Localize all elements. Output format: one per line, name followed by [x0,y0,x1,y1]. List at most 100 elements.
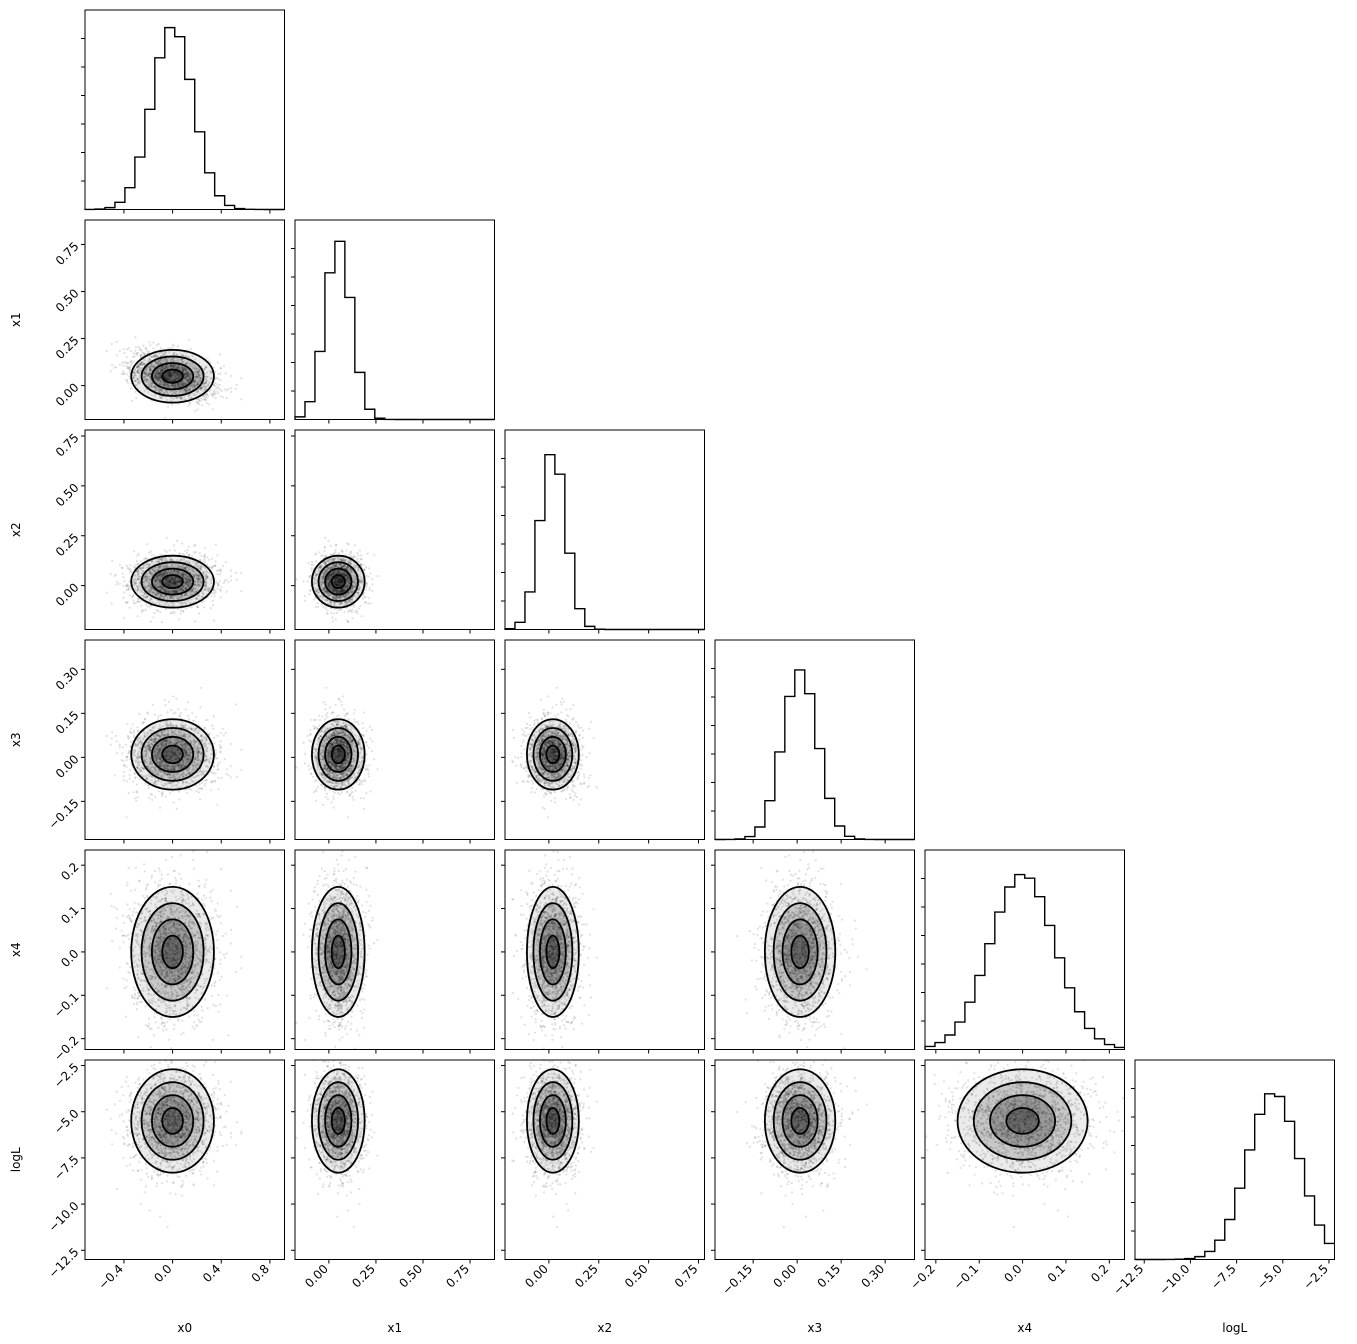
sample-point [345,549,348,552]
sample-point [206,393,209,396]
sample-point [229,569,232,572]
sample-point [225,590,228,594]
sample-point [223,388,226,391]
sample-point [190,555,194,558]
sample-point [208,558,211,561]
sample-point [216,392,219,395]
sample-point [235,383,238,386]
y-tick-label: 0.50 [53,286,82,315]
sample-point [240,572,243,575]
sample-point [187,404,190,407]
sample-point [235,578,238,581]
sample-point [212,592,215,595]
sample-point [214,560,217,563]
sample-point [194,544,197,547]
sample-point [196,605,199,608]
sample-point [164,359,168,362]
sample-point [220,586,223,589]
sample-point [141,351,144,354]
sample-point [218,573,221,576]
sample-point [152,347,155,350]
sample-point [203,556,206,559]
sample-point [339,608,342,612]
sample-point [188,339,191,342]
sample-point [125,365,128,368]
sample-point [136,352,139,355]
sample-point [153,554,156,557]
sample-point [359,605,362,608]
sample-point [146,543,149,546]
sample-point [136,354,139,357]
sample-point [216,383,219,386]
sample-point [143,376,146,379]
panel-x0-x0 [81,9,285,214]
sample-point [360,554,363,557]
sample-point [214,543,217,546]
sample-point [331,620,334,623]
sample-point [202,600,205,603]
sample-point [125,373,128,376]
sample-point [221,396,224,399]
sample-point [360,558,363,561]
sample-point [137,552,140,555]
sample-point [175,373,178,376]
sample-point [219,366,222,370]
sample-point [204,388,207,391]
sample-point [200,554,203,558]
sample-point [188,402,191,405]
panel-x1-x2 [291,429,495,634]
y-tick-label: 0.75 [53,239,82,268]
sample-point [159,383,162,386]
sample-point [178,552,181,555]
sample-point [224,561,227,564]
sample-point [182,552,185,556]
sample-point [157,373,160,376]
sample-point [189,363,192,366]
sample-point [159,611,162,614]
sample-point [312,598,315,601]
sample-point [229,374,232,377]
sample-point [128,594,131,597]
sample-point [109,573,112,576]
sample-point [161,621,164,624]
sample-point [177,618,180,621]
sample-point [357,554,360,557]
sample-point [240,590,243,593]
sample-point [144,608,147,612]
sample-point [216,582,219,585]
sample-point [212,366,216,369]
sample-point [186,549,189,552]
sample-point [168,549,171,552]
sample-point [225,396,228,400]
sample-point [184,549,187,553]
sample-point [198,552,201,555]
sample-point [332,612,335,615]
sample-point [207,395,210,398]
sample-point [157,342,160,346]
sample-point [170,611,173,615]
sample-point [136,600,140,603]
sample-point [173,549,176,552]
sample-point [132,355,135,358]
sample-point [303,595,307,598]
sample-point [120,566,123,569]
sample-point [131,595,134,598]
sample-point [172,610,175,613]
sample-point [309,576,312,579]
panel-frame [84,9,285,210]
sample-point [134,346,138,349]
sample-point [146,605,149,608]
sample-point [132,360,135,363]
sample-point [334,551,337,554]
sample-point [173,544,176,547]
sample-point [148,606,151,609]
sample-point [214,381,217,385]
sample-point [152,341,155,344]
panel-frame [84,219,285,420]
sample-point [218,580,221,583]
sample-point [227,387,230,390]
sample-point [124,361,128,365]
sample-point [309,574,312,577]
sample-point [213,393,216,396]
